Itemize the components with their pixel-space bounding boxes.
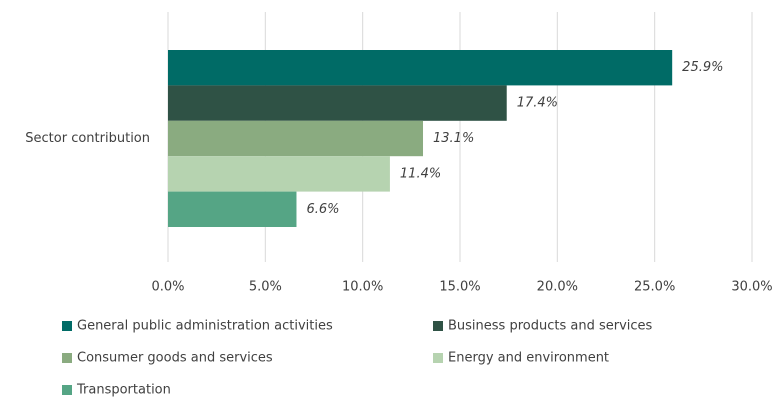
x-tick-label: 0.0% (151, 280, 184, 295)
legend-swatch (433, 321, 443, 331)
x-tick-label: 5.0% (249, 280, 282, 295)
x-tick-label: 30.0% (731, 280, 772, 295)
x-tick-label: 15.0% (439, 280, 480, 295)
legend-swatch (62, 321, 72, 331)
legend-label: Transportation (76, 383, 171, 398)
bar (168, 120, 424, 157)
data-label: 11.4% (400, 166, 441, 181)
bar (168, 50, 673, 86)
data-label: 25.9% (682, 60, 723, 75)
x-tick-label: 10.0% (342, 280, 383, 295)
legend-label: Consumer goods and services (77, 351, 273, 366)
legend-swatch (62, 353, 72, 363)
x-tick-label: 20.0% (537, 280, 578, 295)
legend-label: General public administration activities (77, 319, 333, 334)
legend-label: Energy and environment (448, 351, 609, 366)
x-tick-label: 25.0% (634, 280, 675, 295)
bar (168, 85, 507, 121)
legend-label: Business products and services (448, 319, 653, 334)
legend-swatch (62, 385, 72, 395)
data-label: 13.1% (433, 131, 474, 146)
category-label: Sector contribution (25, 131, 150, 146)
data-label: 17.4% (517, 96, 558, 111)
legend-swatch (433, 353, 443, 363)
bar (168, 156, 390, 192)
data-label: 6.6% (306, 202, 339, 217)
bar (168, 191, 297, 227)
